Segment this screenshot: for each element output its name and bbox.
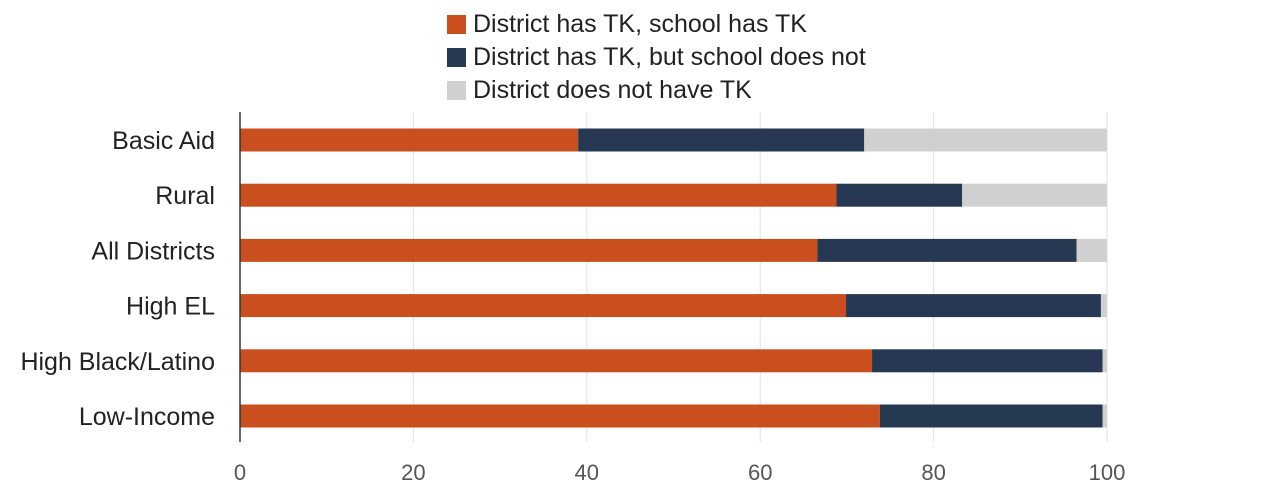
bar-2-series-3 [962, 183, 1107, 207]
bar-5-series-2 [872, 349, 1103, 373]
x-tick-label-40: 40 [575, 460, 599, 485]
bars: Basic Aid Rural All Districts High EL High B… [20, 127, 1107, 431]
category-label-4: High EL [126, 293, 215, 321]
legend-label-3: District does not have TK [473, 76, 752, 104]
legend: District has TK, school has TK District h… [447, 10, 866, 104]
bar-3-series-3 [1076, 238, 1107, 262]
bar-5-series-3 [1102, 349, 1107, 373]
x-tick-label-60: 60 [748, 460, 772, 485]
legend-label-2: District has TK, but school does not [473, 43, 866, 71]
legend-swatch-2 [447, 48, 466, 67]
bar-1-series-2 [578, 128, 865, 152]
bar-4-series-1 [240, 294, 847, 318]
bar-6-series-2 [879, 404, 1103, 428]
legend-label-1: District has TK, school has TK [473, 10, 807, 38]
category-label-2: Rural [155, 182, 215, 210]
bar-1-series-1 [240, 128, 579, 152]
bar-4-series-3 [1100, 294, 1107, 318]
bar-1-series-3 [864, 128, 1107, 152]
bar-2-series-1 [240, 183, 837, 207]
legend-swatch-3 [447, 81, 466, 100]
category-label-1: Basic Aid [112, 127, 215, 155]
bar-3-series-2 [817, 238, 1077, 262]
x-tick-label-0: 0 [234, 460, 246, 485]
x-tick-label-20: 20 [401, 460, 425, 485]
x-tick-label-100: 100 [1089, 460, 1126, 485]
legend-swatch-1 [447, 15, 466, 34]
bar-5-series-1 [240, 349, 873, 373]
bar-4-series-2 [846, 294, 1101, 318]
category-label-6: Low-Income [79, 403, 215, 431]
bar-6-series-1 [240, 404, 880, 428]
gridlines [412, 112, 1108, 442]
bar-2-series-2 [836, 183, 963, 207]
x-tick-label-80: 80 [921, 460, 945, 485]
category-label-5: High Black/Latino [20, 348, 215, 376]
x-axis-ticks: 0 20 40 60 80 100 [234, 460, 1125, 485]
bar-6-series-3 [1102, 404, 1107, 428]
bar-3-series-1 [240, 238, 818, 262]
category-label-3: All Districts [91, 237, 215, 265]
